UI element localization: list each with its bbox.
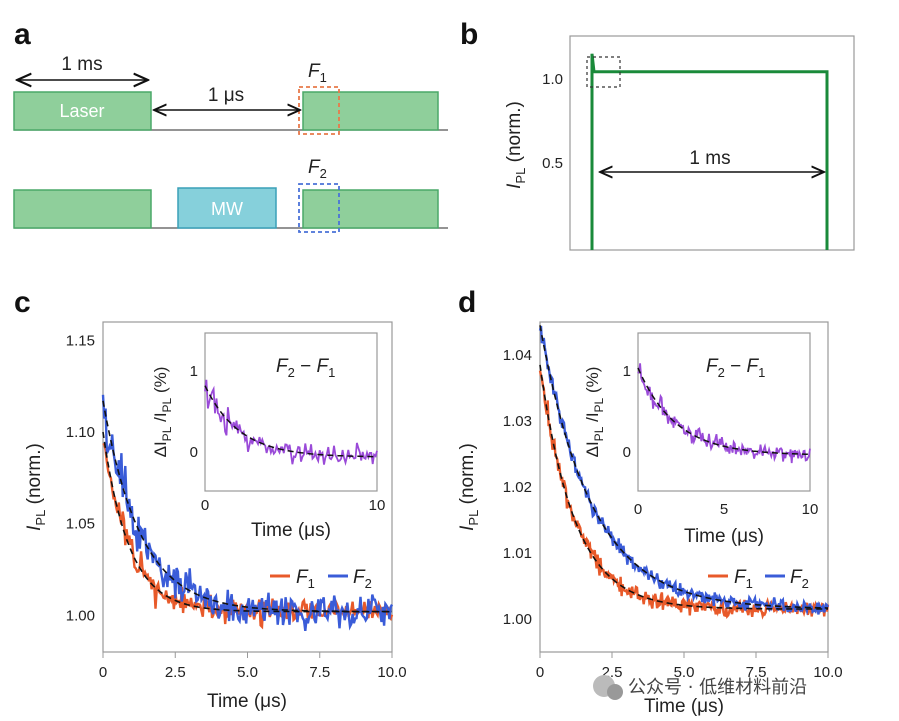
- c-legend-f1: F1: [296, 567, 315, 591]
- d-inset-title: F2 − F1: [706, 356, 765, 380]
- c-xtick-10.0: 10.0: [377, 664, 406, 681]
- c-yticks: 1.00 1.05 1.10 1.15: [66, 332, 95, 624]
- laser-pulse-1: [13, 91, 152, 131]
- d-yticks: 1.00 1.01 1.02 1.03 1.04: [503, 347, 532, 628]
- panel-b-frame: [569, 35, 855, 251]
- laser-label: Laser: [59, 101, 104, 121]
- d-ylabel: IPL (norm.): [457, 443, 481, 531]
- d-inset-fit: [637, 367, 810, 456]
- c-series-f2: [101, 394, 394, 632]
- f1-label: F1: [308, 61, 327, 85]
- c-ytick-1.15: 1.15: [66, 332, 95, 349]
- laser-pulse-4: [302, 189, 439, 229]
- f2-window-box: [298, 183, 340, 233]
- d-fit-f2: [539, 325, 828, 609]
- d-ytick-1.02: 1.02: [503, 479, 532, 496]
- c-xtick-0: 0: [99, 664, 107, 681]
- b-ylabel: IPL (norm.): [504, 101, 528, 189]
- panel-a-diagram: Laser MW 1 ms 1 μs F1 F2: [13, 54, 448, 233]
- duration-1ms-label: 1 ms: [61, 54, 102, 75]
- c-legend-f2: F2: [353, 567, 372, 591]
- b-pl-trace: [590, 53, 829, 250]
- mw-label: MW: [211, 199, 243, 219]
- panel-d-chart: 0 2.5 5.0 7.5 10.0 1.001.011.021.031.04 Time…: [457, 321, 843, 717]
- d-inset: F2 − F1 1 0 0 5 10 Time (μs) ΔIPL /IPL (…: [583, 332, 819, 547]
- panel-label-a: a: [14, 18, 31, 51]
- d-legend: F1 F2: [708, 567, 809, 591]
- b-zoom-box: [586, 56, 621, 88]
- mw-pulse: [177, 187, 277, 229]
- c-ylabel: IPL (norm.): [24, 443, 48, 531]
- b-duration-label: 1 ms: [689, 148, 730, 169]
- c-xtick-5.0: 5.0: [237, 664, 258, 681]
- c-ytick-1.10: 1.10: [66, 424, 95, 441]
- c-inset-frame: [204, 332, 378, 492]
- d-inset-ytick-0: 0: [623, 444, 631, 461]
- d-ytick-1.01: 1.01: [503, 545, 532, 562]
- d-xlabel: Time (μs): [644, 696, 724, 717]
- d-xticks: 0 2.5 5.0 7.5 10.0: [536, 652, 843, 681]
- c-ytick-1.00: 1.00: [66, 607, 95, 624]
- d-legend-f1: F1: [734, 567, 753, 591]
- d-inset-xtick-10: 10: [802, 501, 819, 518]
- c-inset-xtick-0: 0: [201, 497, 209, 514]
- panel-label-c: c: [14, 286, 31, 319]
- c-inset-fit: [204, 385, 378, 458]
- d-inset-xtick-0: 0: [634, 501, 642, 518]
- d-inset-ylabel: ΔIPL /IPL (%): [583, 367, 606, 458]
- panel-c-chart: 0 2.5 5.0 7.5 10.0 1.00 1.05 1.10 1.15 Time (μs…: [24, 321, 407, 712]
- panel-label-d: d: [458, 286, 476, 319]
- d-xtick-0: 0: [536, 664, 544, 681]
- d-xtick-5.0: 5.0: [674, 664, 695, 681]
- c-xtick-7.5: 7.5: [309, 664, 330, 681]
- d-series-f2: [538, 325, 830, 616]
- c-inset-xlabel: Time (μs): [251, 520, 331, 541]
- c-ytick-1.05: 1.05: [66, 516, 95, 533]
- d-inset-xlabel: Time (μs): [684, 526, 764, 547]
- c-inset-ytick-1: 1: [190, 363, 198, 380]
- c-inset-ytick-0: 0: [190, 444, 198, 461]
- f2-label: F2: [308, 157, 327, 181]
- panel-b-chart: 1.0 0.5 IPL (norm.) 1 ms: [504, 35, 855, 251]
- d-legend-f2: F2: [790, 567, 809, 591]
- c-legend: F1 F2: [270, 567, 372, 591]
- panel-label-b: b: [460, 18, 478, 51]
- c-inset-diff-trace: [204, 379, 378, 466]
- d-ytick-1.03: 1.03: [503, 413, 532, 430]
- gap-1us-label: 1 μs: [208, 85, 244, 106]
- c-xtick-2.5: 2.5: [165, 664, 186, 681]
- b-ytick-1.0: 1.0: [542, 71, 563, 88]
- watermark: 公众号 · 低维材料前沿: [593, 675, 807, 700]
- laser-pulse-2: [302, 91, 439, 131]
- laser-pulse-3: [13, 189, 152, 229]
- b-ytick-0.5: 0.5: [542, 155, 563, 172]
- d-xtick-10.0: 10.0: [813, 664, 842, 681]
- watermark-text: 公众号 · 低维材料前沿: [628, 677, 807, 698]
- d-inset-ytick-1: 1: [623, 363, 631, 380]
- c-xlabel: Time (μs): [207, 691, 287, 712]
- c-inset: F2 − F1 1 0 0 10 Time (μs) ΔIPL /IPL (%): [151, 332, 386, 541]
- c-inset-ylabel: ΔIPL /IPL (%): [151, 367, 174, 458]
- wechat-icon-2: [607, 684, 623, 700]
- c-inset-xtick-10: 10: [369, 497, 386, 514]
- d-inset-xtick-5: 5: [720, 501, 728, 518]
- d-ytick-1.00: 1.00: [503, 611, 532, 628]
- d-fit-f1: [539, 364, 828, 610]
- c-xticks: 0 2.5 5.0 7.5 10.0: [99, 652, 407, 681]
- d-ytick-1.04: 1.04: [503, 347, 532, 364]
- c-inset-title: F2 − F1: [276, 356, 335, 380]
- d-xtick-7.5: 7.5: [746, 664, 767, 681]
- c-fit-f2: [102, 400, 392, 613]
